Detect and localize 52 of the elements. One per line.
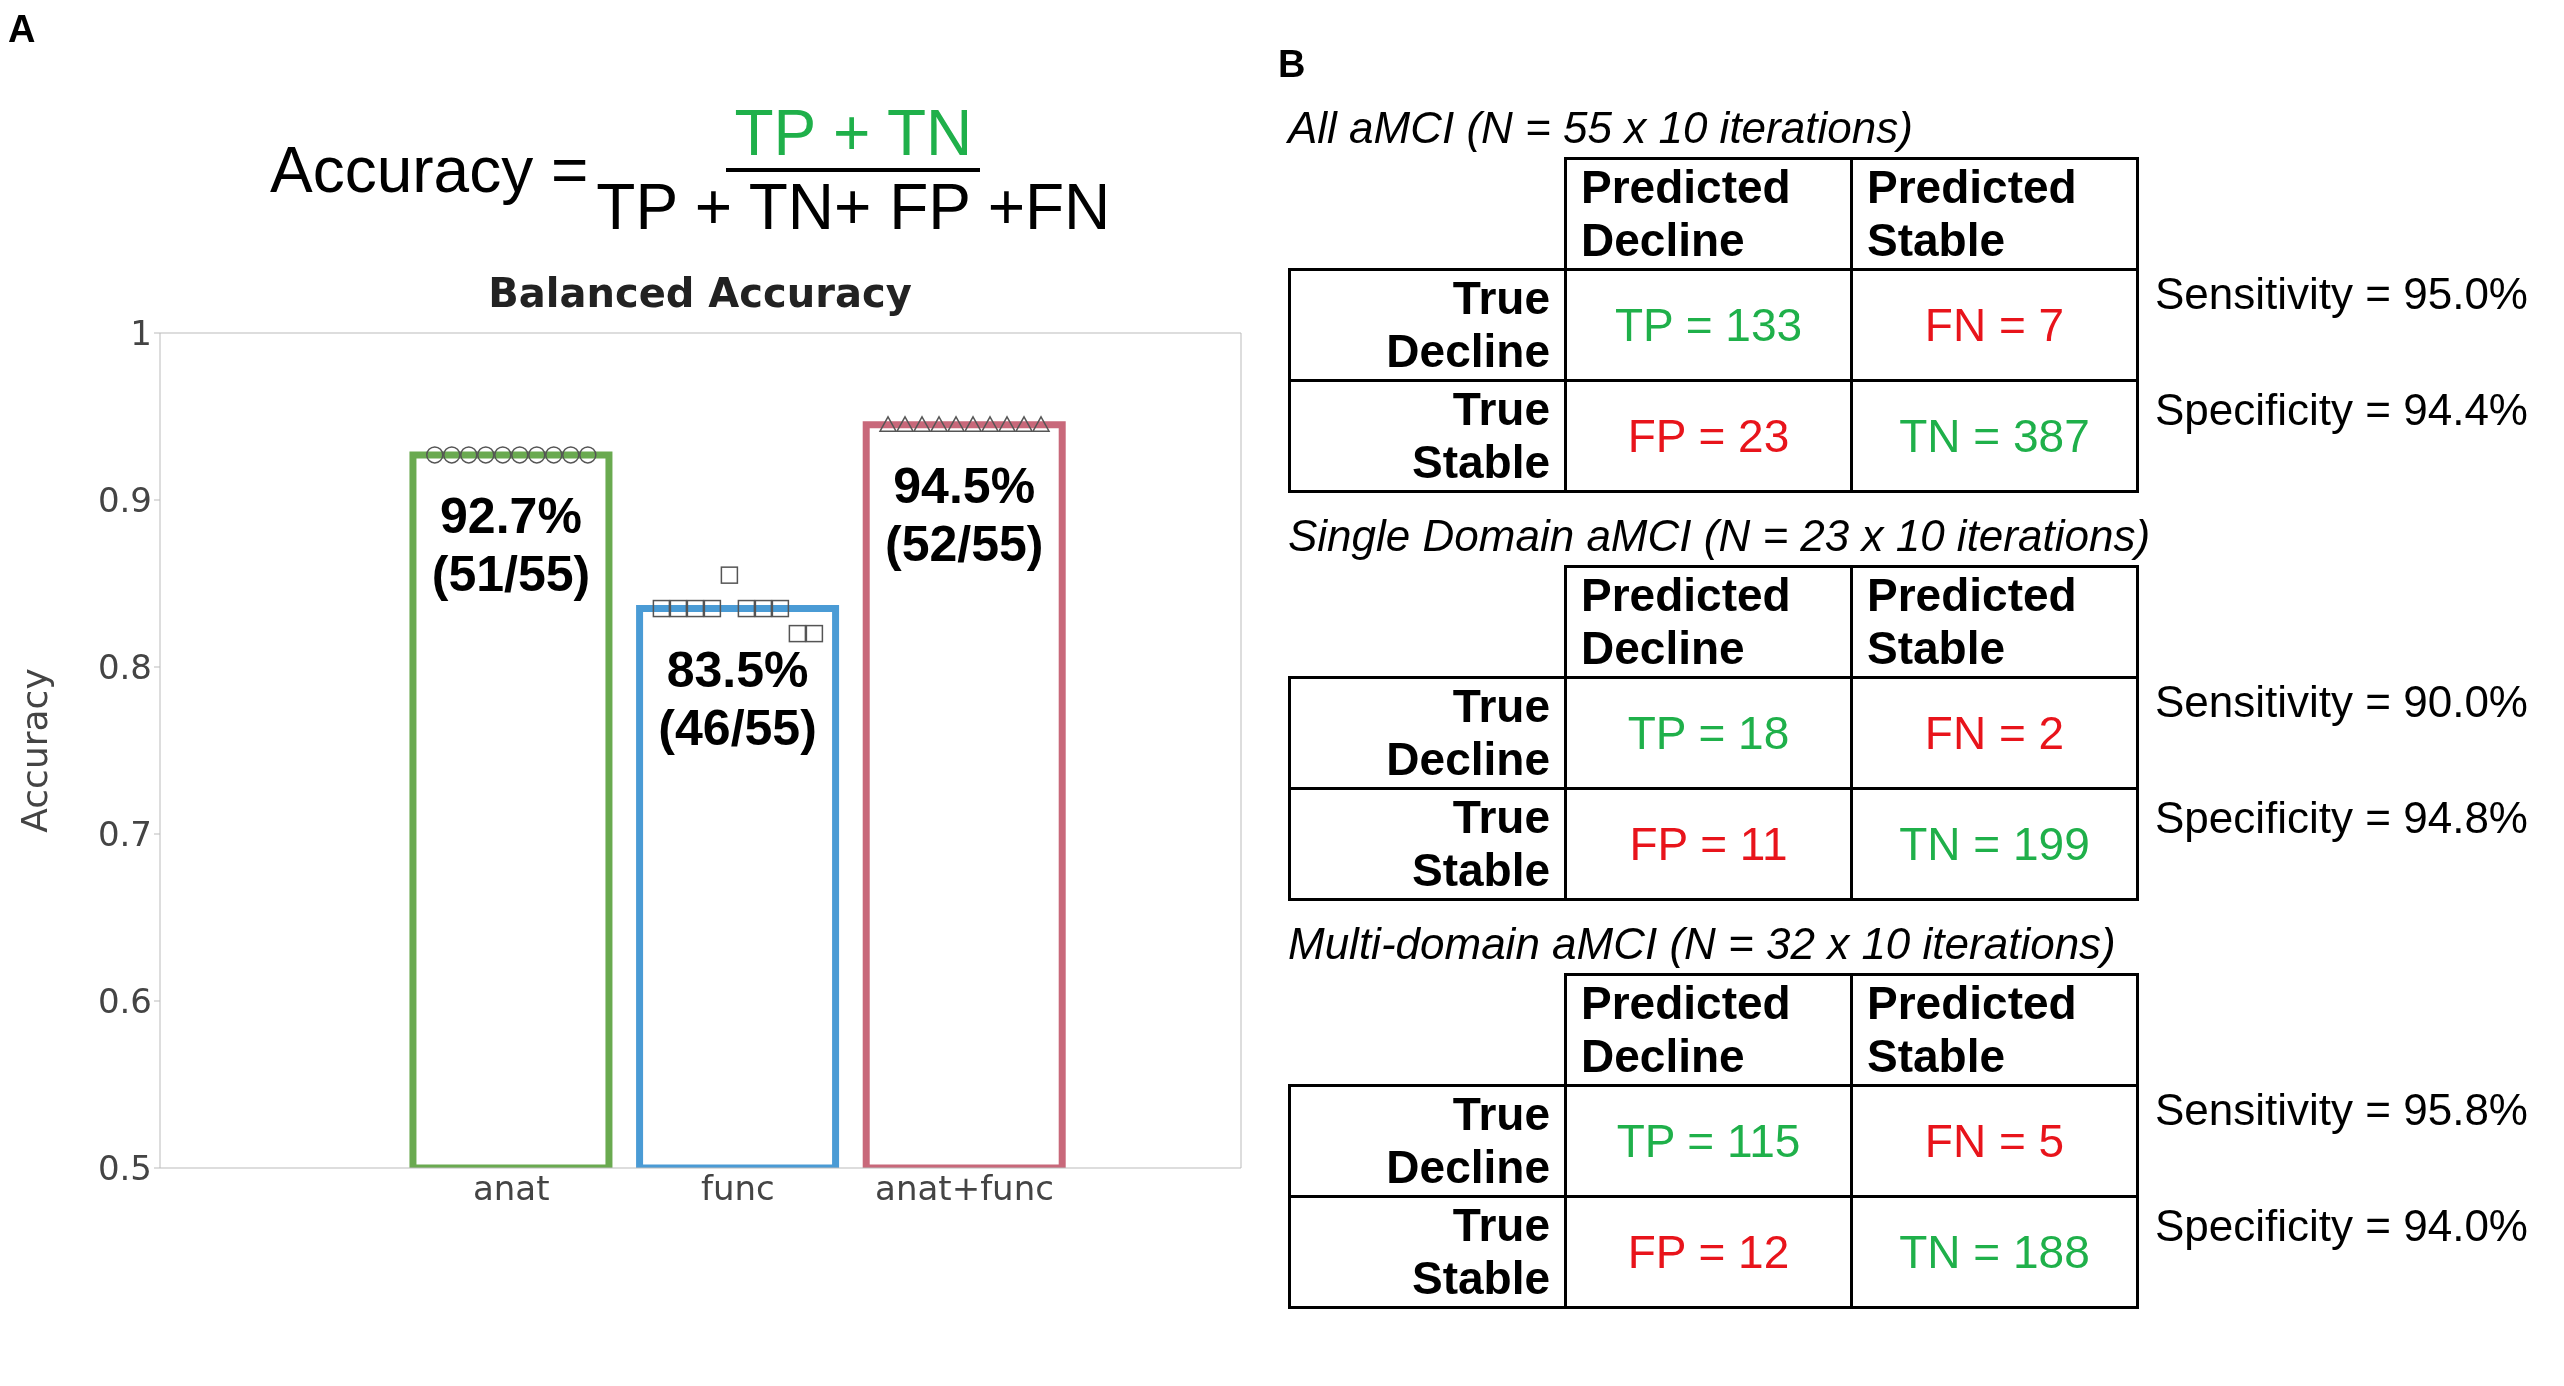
- text: TN = 199: [1851, 788, 2138, 900]
- text: All aMCI (N = 55 x 10 iterations): [1288, 103, 1914, 153]
- y-tick-label: 0.7: [97, 814, 152, 855]
- y-axis-title: Accuracy: [13, 668, 55, 833]
- text: FN = 2: [1851, 677, 2138, 789]
- text: TP + TN+ FP +FN: [596, 171, 1111, 244]
- text: TP + TN: [726, 97, 981, 173]
- text: FP = 23: [1565, 380, 1852, 492]
- text: Predicted Decline: [1565, 158, 1852, 270]
- y-tick-label: 0.6: [97, 981, 152, 1022]
- text: B: [1278, 43, 1306, 86]
- y-tick-label: 0.8: [97, 647, 152, 688]
- text: TP = 115: [1565, 1085, 1852, 1197]
- text: True Stable: [1289, 380, 1566, 492]
- text: True Stable: [1289, 1196, 1566, 1308]
- text: TN = 387: [1851, 380, 2138, 492]
- text: TP = 18: [1565, 677, 1852, 789]
- text: Predicted Stable: [1851, 566, 2138, 678]
- text: Predicted Stable: [1851, 974, 2138, 1086]
- text: Sensitivity = 95.0%: [2155, 269, 2528, 320]
- text: Single Domain aMCI (N = 23 x 10 iterations): [1288, 511, 2152, 561]
- text: Specificity = 94.0%: [2155, 1201, 2528, 1251]
- text: FP = 12: [1565, 1196, 1852, 1308]
- text: TN = 188: [1851, 1196, 2138, 1308]
- x-tick-label: func: [701, 1168, 775, 1209]
- x-tick-label: anat+func: [875, 1168, 1054, 1209]
- text: True Decline: [1289, 677, 1566, 789]
- data-label: 83.5% (46/55): [658, 641, 817, 756]
- text: Multi-domain aMCI (N = 32 x 10 iterations): [1288, 919, 2117, 969]
- text: TP = 133: [1565, 269, 1852, 381]
- text: Accuracy =: [270, 133, 589, 208]
- text: True Decline: [1289, 269, 1566, 381]
- text: Predicted Stable: [1851, 158, 2138, 270]
- text: True Decline: [1289, 1085, 1566, 1197]
- text: FP = 11: [1565, 788, 1852, 900]
- chart-title: Balanced Accuracy: [487, 270, 913, 316]
- text: FN = 5: [1851, 1085, 2138, 1197]
- text: Sensitivity = 95.8%: [2155, 1085, 2528, 1136]
- y-tick-label: 1: [130, 313, 152, 354]
- text: FN = 7: [1851, 269, 2138, 381]
- text: Specificity = 94.4%: [2155, 385, 2528, 435]
- text: Predicted Decline: [1565, 566, 1852, 678]
- x-tick-label: anat: [472, 1168, 550, 1209]
- text: True Stable: [1289, 788, 1566, 900]
- text: A: [8, 8, 36, 51]
- text: Predicted Decline: [1565, 974, 1852, 1086]
- text: Specificity = 94.8%: [2155, 793, 2528, 843]
- text: Sensitivity = 90.0%: [2155, 677, 2528, 728]
- y-tick-label: 0.5: [97, 1148, 152, 1189]
- data-label: 92.7% (51/55): [431, 487, 591, 602]
- data-label: 94.5% (52/55): [884, 457, 1044, 572]
- y-tick-label: 0.9: [97, 480, 152, 521]
